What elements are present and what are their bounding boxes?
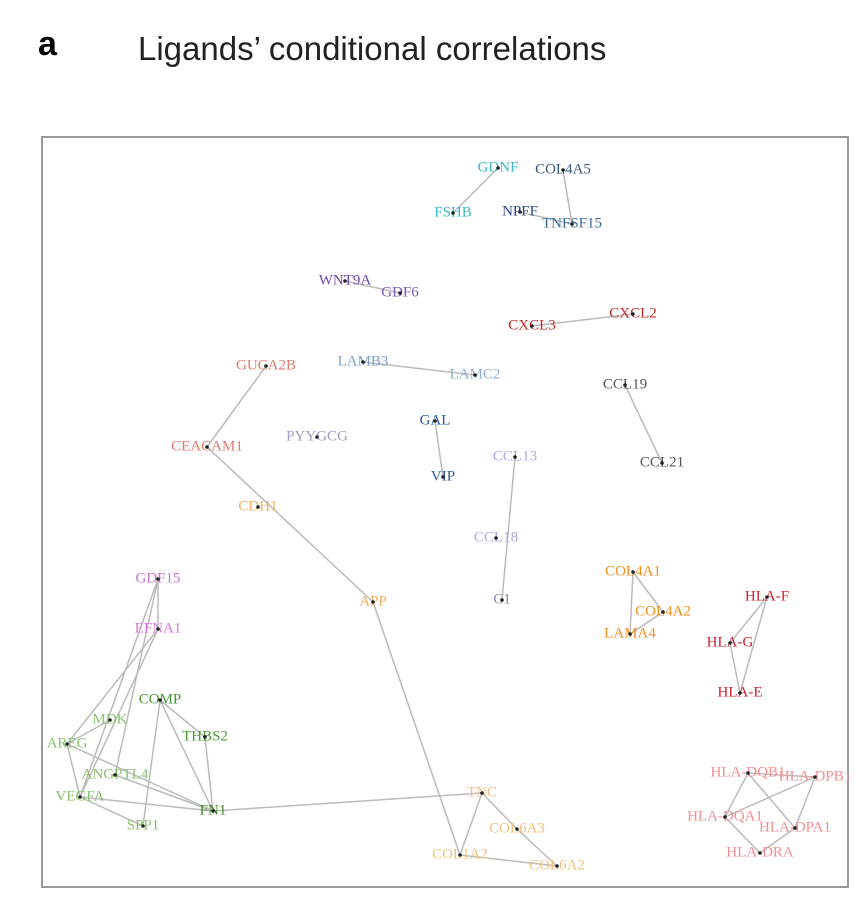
node-dot	[555, 864, 559, 868]
node-dot	[513, 455, 517, 459]
edge	[79, 796, 144, 827]
edge	[362, 361, 476, 376]
edge	[344, 280, 401, 294]
node-dot	[623, 383, 627, 387]
edge	[142, 699, 161, 827]
node-dot	[458, 853, 462, 857]
node-dot	[628, 632, 632, 636]
node-dot	[631, 312, 635, 316]
node-dot	[660, 461, 664, 465]
edge	[519, 211, 573, 225]
node-dot	[65, 742, 69, 746]
node-dot	[398, 291, 402, 295]
frame	[41, 136, 849, 888]
node-dot	[530, 324, 534, 328]
node-dot	[113, 773, 117, 777]
node-dot	[793, 826, 797, 830]
panel-label: a	[38, 25, 58, 63]
edge	[159, 699, 206, 738]
title: Ligands’ conditional correlations	[138, 30, 606, 67]
edge	[159, 699, 214, 812]
edge	[79, 578, 159, 798]
node-dot	[813, 775, 817, 779]
node-dot	[451, 211, 455, 215]
edge	[747, 772, 816, 778]
edge	[516, 828, 558, 867]
edge	[66, 743, 214, 812]
node-dot	[343, 279, 347, 283]
edge	[794, 776, 816, 829]
node-dot	[156, 627, 160, 631]
edge	[759, 827, 796, 854]
node-dot	[661, 610, 665, 614]
edge	[501, 456, 516, 601]
node-dot	[205, 445, 209, 449]
node-dot	[765, 595, 769, 599]
node-dot	[500, 598, 504, 602]
edge	[459, 854, 558, 867]
edge	[206, 365, 267, 448]
node-dot	[256, 505, 260, 509]
edge	[724, 776, 816, 818]
edge	[724, 772, 749, 818]
node-dot	[156, 577, 160, 581]
edge	[434, 420, 444, 478]
edge	[66, 743, 81, 798]
edge	[629, 571, 634, 635]
node-dot	[211, 809, 215, 813]
edge	[372, 601, 461, 856]
node-dot	[496, 166, 500, 170]
node-dot	[78, 795, 82, 799]
node-dot	[631, 570, 635, 574]
edge	[739, 596, 768, 694]
node-dot	[728, 641, 732, 645]
edge	[66, 719, 111, 745]
edge	[459, 792, 483, 856]
node-dot	[738, 691, 742, 695]
edge	[729, 642, 741, 694]
node-dot	[480, 791, 484, 795]
edge	[66, 628, 159, 745]
edge	[724, 816, 761, 854]
edge	[204, 736, 214, 812]
node-dot	[264, 364, 268, 368]
node-dot	[746, 771, 750, 775]
edge	[481, 792, 518, 830]
edge	[79, 796, 214, 812]
node-dot	[494, 536, 498, 540]
edge	[206, 446, 374, 603]
node-dot	[515, 827, 519, 831]
edge	[531, 313, 634, 327]
edge	[79, 628, 159, 798]
edge	[729, 596, 768, 644]
node-dot	[203, 735, 207, 739]
node-dot	[315, 435, 319, 439]
node-dot	[570, 222, 574, 226]
node-dot	[473, 373, 477, 377]
edge	[632, 571, 664, 613]
node-dot	[361, 360, 365, 364]
edge	[452, 167, 499, 214]
node-dot	[441, 475, 445, 479]
node-dot	[433, 419, 437, 423]
node-dot	[518, 210, 522, 214]
node-dot	[561, 168, 565, 172]
node-dot	[141, 824, 145, 828]
node-dot	[758, 851, 762, 855]
node-dot	[108, 718, 112, 722]
node-dot	[723, 815, 727, 819]
edge	[624, 384, 663, 464]
node-dot	[371, 600, 375, 604]
edge	[114, 774, 214, 812]
edge	[212, 792, 483, 812]
edge	[747, 772, 796, 829]
node-dot	[158, 698, 162, 702]
edge	[629, 611, 664, 635]
edge	[562, 169, 573, 225]
